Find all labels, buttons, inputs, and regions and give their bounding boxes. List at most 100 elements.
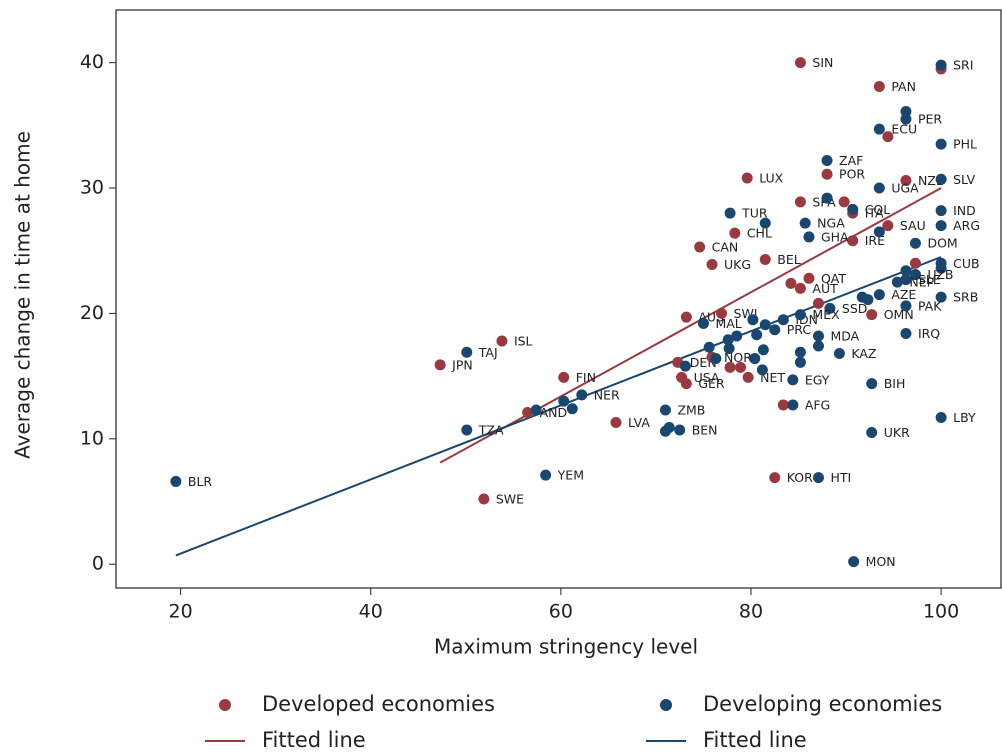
point	[935, 138, 947, 150]
point-label: NET	[760, 370, 785, 385]
point	[900, 327, 912, 339]
point	[812, 297, 824, 309]
point	[812, 340, 824, 352]
point	[787, 374, 799, 386]
point-label: KOR	[787, 470, 813, 485]
point-label: QAT	[821, 271, 846, 286]
x-axis-label: Maximum stringency level	[434, 635, 698, 659]
point	[703, 341, 715, 353]
point	[558, 395, 570, 407]
point	[812, 330, 824, 342]
point-label: SWE	[496, 491, 524, 506]
point	[724, 207, 736, 219]
fitted-line	[439, 187, 942, 464]
point	[891, 276, 903, 288]
x-tick-label: 60	[549, 601, 573, 623]
point	[729, 227, 741, 239]
point	[710, 353, 722, 365]
point	[731, 330, 743, 342]
x-tick-label: 40	[359, 601, 383, 623]
point	[794, 282, 806, 294]
plot-frame	[115, 9, 1002, 589]
point	[900, 113, 912, 125]
point-label: SAU	[900, 218, 926, 233]
point	[680, 378, 692, 390]
point	[566, 403, 578, 415]
point-label: TAJ	[478, 345, 498, 360]
point	[794, 356, 806, 368]
point	[935, 411, 947, 423]
point-label: PRC	[787, 322, 812, 337]
point-label: GHA	[821, 229, 849, 244]
legend-marker	[660, 699, 672, 711]
point	[461, 424, 473, 436]
point-label: JPN	[451, 357, 473, 372]
point-label: POR	[839, 167, 865, 182]
point-label: NGA	[817, 216, 845, 231]
point-label: AFG	[805, 397, 830, 412]
point	[821, 168, 833, 180]
point-label: SSD	[842, 301, 868, 316]
point	[838, 196, 850, 208]
point-label: AZE	[891, 287, 916, 302]
point-label: IRQ	[918, 326, 940, 341]
point	[873, 123, 885, 135]
point	[909, 269, 921, 281]
point-label: UGA	[891, 181, 919, 196]
point	[742, 371, 754, 383]
point-label: KAZ	[851, 346, 876, 361]
point-label: PER	[918, 112, 942, 127]
y-tick-label: 0	[92, 553, 104, 575]
point	[833, 348, 845, 360]
point	[900, 265, 912, 277]
x-tick-label: 100	[923, 601, 959, 623]
point-label: ISL	[514, 334, 533, 349]
point	[812, 472, 824, 484]
fitted-line	[175, 256, 942, 557]
point-label: TZA	[478, 423, 504, 438]
point	[866, 309, 878, 321]
point	[741, 172, 753, 184]
point	[787, 399, 799, 411]
point	[716, 307, 728, 319]
point-label: UKR	[884, 425, 910, 440]
point	[866, 378, 878, 390]
point-label: UZB	[927, 267, 953, 282]
point-label: PAK	[918, 298, 942, 313]
point-label: SIN	[812, 55, 833, 70]
point	[659, 404, 671, 416]
point	[873, 289, 885, 301]
legend-label: Fitted line	[703, 728, 807, 752]
point	[769, 324, 781, 336]
point	[794, 346, 806, 358]
point	[759, 254, 771, 266]
point	[756, 364, 768, 376]
point-label: BIH	[884, 376, 906, 391]
point	[909, 237, 921, 249]
point	[679, 360, 691, 372]
point	[900, 106, 912, 118]
point-label: FIN	[576, 370, 596, 385]
point	[461, 346, 473, 358]
x-tick-label: 20	[169, 601, 193, 623]
point-label: USA	[694, 370, 720, 385]
point-label: EGY	[805, 372, 830, 387]
point-label: CHL	[747, 226, 772, 241]
y-tick-label: 10	[80, 427, 104, 449]
point-label: COL	[865, 202, 891, 217]
legend-marker	[219, 699, 231, 711]
point	[434, 359, 446, 371]
point-label: BEN	[692, 423, 718, 438]
y-tick-label: 30	[80, 177, 104, 199]
point	[935, 291, 947, 303]
point-label: MEX	[812, 307, 840, 322]
point-label: AND	[540, 405, 568, 420]
point	[610, 416, 622, 428]
legend-label: Developing economies	[703, 692, 942, 716]
point-label: LBY	[953, 410, 976, 425]
point	[866, 427, 878, 439]
point	[821, 192, 833, 204]
point	[706, 259, 718, 271]
